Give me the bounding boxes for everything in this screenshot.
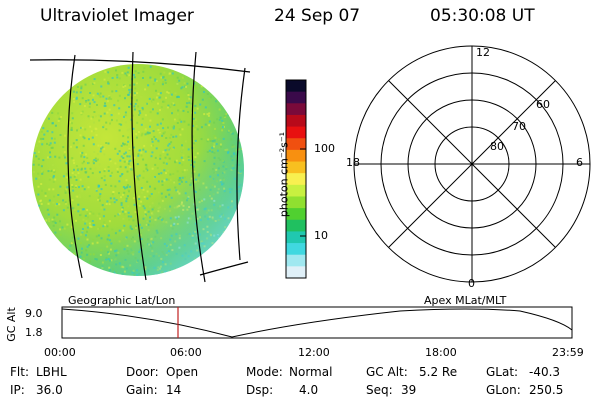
time-tick-0000: 00:00 bbox=[44, 346, 76, 359]
seq-value: 39 bbox=[401, 383, 417, 397]
colorbar-band bbox=[286, 208, 306, 221]
colorbar-band bbox=[286, 114, 306, 128]
colorbar-unit-label: photon cm⁻²s⁻¹ bbox=[277, 131, 291, 218]
time-tick-0600: 06:00 bbox=[170, 346, 202, 359]
glat-label: GLat: bbox=[486, 365, 519, 379]
time-tick-2359: 23:59 bbox=[552, 346, 584, 359]
colorbar-band bbox=[286, 103, 306, 116]
mlt-label-0: 0 bbox=[468, 277, 475, 290]
door-value: Open bbox=[166, 365, 199, 379]
gain-value: 14 bbox=[166, 383, 182, 397]
observation-date: 24 Sep 07 bbox=[274, 6, 361, 26]
altitude-axis-label: GC Alt bbox=[4, 307, 18, 342]
colorbar-band bbox=[286, 138, 306, 151]
ip-value: 36.0 bbox=[36, 383, 63, 397]
mlt-label-12: 12 bbox=[476, 46, 490, 59]
colorbar-band bbox=[286, 173, 306, 186]
mlat-label-60: 60 bbox=[536, 98, 550, 111]
flt-label: Flt: bbox=[10, 365, 29, 379]
colorbar-band bbox=[286, 149, 306, 163]
gcalt-label: GC Alt: bbox=[366, 365, 408, 379]
colorbar bbox=[286, 80, 306, 279]
glat-value: -40.3 bbox=[529, 365, 561, 379]
colorbar-band bbox=[286, 161, 306, 174]
colorbar-band bbox=[286, 231, 306, 244]
door-label: Door: bbox=[126, 365, 159, 379]
instrument-title: Ultraviolet Imager bbox=[40, 6, 194, 26]
mlat-label-80: 80 bbox=[490, 140, 504, 153]
mlt-label-6: 6 bbox=[576, 156, 583, 169]
time-tick-1800: 18:00 bbox=[425, 346, 457, 359]
observation-time: 05:30:08 UT bbox=[430, 6, 535, 26]
mode-label: Mode: bbox=[246, 365, 283, 379]
geographic-caption: Geographic Lat/Lon bbox=[68, 294, 176, 307]
colorbar-band bbox=[286, 184, 306, 197]
dsp-value: 4.0 bbox=[299, 383, 319, 397]
apex-caption: Apex MLat/MLT bbox=[424, 294, 507, 307]
colorbar-band bbox=[286, 266, 306, 279]
geographic-grid bbox=[29, 51, 251, 283]
mlt-label-18: 18 bbox=[346, 156, 360, 169]
colorbar-band bbox=[286, 219, 306, 232]
colorbar-tick-10: 10 bbox=[314, 229, 328, 242]
dsp-label: Dsp: bbox=[246, 383, 274, 397]
time-tick-1200: 12:00 bbox=[298, 346, 330, 359]
colorbar-band bbox=[286, 126, 306, 139]
mode-value: Normal bbox=[289, 365, 333, 379]
mlat-label-70: 70 bbox=[512, 120, 526, 133]
colorbar-band bbox=[286, 80, 306, 93]
seq-label: Seq: bbox=[366, 383, 393, 397]
colorbar-band bbox=[286, 254, 306, 267]
colorbar-band bbox=[286, 196, 306, 209]
flt-value: LBHL bbox=[36, 365, 67, 379]
colorbar-band bbox=[286, 243, 306, 256]
ip-label: IP: bbox=[10, 383, 25, 397]
colorbar-tick-100: 100 bbox=[314, 142, 335, 155]
glon-label: GLon: bbox=[486, 383, 521, 397]
glon-value: 250.5 bbox=[529, 383, 564, 397]
altitude-plot bbox=[61, 306, 573, 339]
altitude-tick-low: 1.8 bbox=[25, 326, 43, 339]
altitude-tick-high: 9.0 bbox=[25, 307, 43, 320]
gcalt-value: 5.2 Re bbox=[419, 365, 458, 379]
polar-mlat-mlt-plot bbox=[353, 45, 591, 283]
gain-label: Gain: bbox=[126, 383, 158, 397]
colorbar-band bbox=[286, 91, 306, 104]
uv-globe-image bbox=[32, 64, 244, 276]
